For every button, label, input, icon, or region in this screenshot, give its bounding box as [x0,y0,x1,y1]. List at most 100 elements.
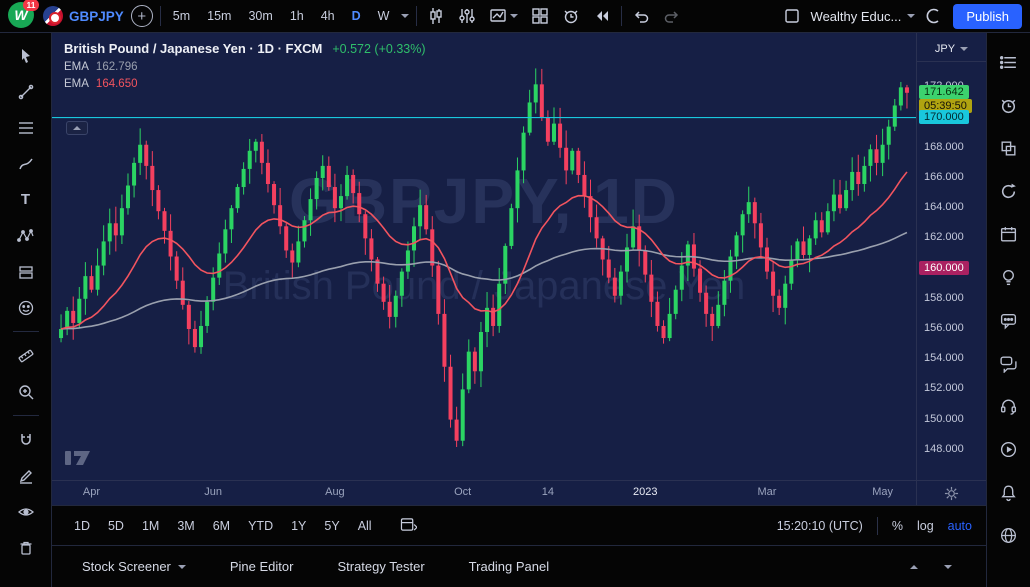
range-button[interactable]: 5D [100,515,132,537]
expand-panel-icon[interactable] [910,565,918,569]
candlestick-chart[interactable] [52,33,916,480]
percent-scale-button[interactable]: % [892,519,903,533]
time-tick: Oct [454,486,471,498]
range-button[interactable]: 1Y [283,515,314,537]
timeframe-button[interactable]: 30m [243,5,277,27]
layout-name-menu[interactable]: Wealthy Educ... [811,9,916,24]
separator [13,331,39,332]
xabcd-pattern-icon[interactable] [9,221,43,250]
indicator-value: 162.796 [96,61,138,73]
ruler-icon[interactable] [9,341,43,370]
notifications-bell-icon[interactable] [994,477,1024,507]
ideas-lightbulb-icon[interactable] [994,262,1024,292]
price-axis-currency[interactable]: JPY [917,43,986,62]
time-tick: Aug [325,486,345,498]
alerts-clock-icon[interactable] [994,90,1024,120]
indicator-row[interactable]: EMA 164.650 [64,78,426,90]
collapse-panel-icon[interactable] [944,565,952,569]
multichart-layout-icon[interactable] [528,5,552,27]
currency-text: JPY [935,43,955,55]
timeframe-button[interactable]: 1h [285,5,309,27]
range-button[interactable]: 1M [134,515,167,537]
chart-plot-area[interactable]: GBPJPY, 1D British Pound / Japanese Yen … [52,33,916,480]
brush-icon[interactable] [9,149,43,178]
separator [416,6,417,26]
time-axis[interactable]: AprJunAugOct142023MarMay [52,480,916,505]
tab-stock-screener[interactable]: Stock Screener [82,559,186,574]
auto-scale-button[interactable]: auto [948,519,972,533]
timeframes-chevron-down-icon[interactable] [401,14,409,18]
publish-button[interactable]: Publish [953,4,1022,29]
indicator-value: 164.650 [96,78,138,90]
save-layout-icon[interactable] [780,5,804,27]
timeframe-button[interactable]: 4h [316,5,340,27]
cursor-icon[interactable] [9,41,43,70]
chart-title[interactable]: British Pound / Japanese Yen · 1D · FXCM [64,41,322,56]
alert-icon[interactable] [559,5,583,27]
edit-drawing-icon[interactable] [9,461,43,490]
clock-utc[interactable]: 15:20:10 (UTC) [777,519,863,533]
price-tick: 148.000 [917,443,964,455]
separator [13,415,39,416]
log-scale-button[interactable]: log [917,519,934,533]
fib-retracement-icon[interactable] [9,113,43,142]
tab-pine-editor[interactable]: Pine Editor [230,559,294,574]
text-tool-icon[interactable]: T [9,185,43,214]
range-button[interactable]: All [350,515,380,537]
timeframe-button-active[interactable]: D [347,5,366,27]
calendar-icon[interactable] [994,219,1024,249]
compare-add-symbol-icon[interactable]: + [131,5,153,27]
range-button[interactable]: 1D [66,515,98,537]
rotate-refresh-icon[interactable] [994,176,1024,206]
long-short-position-icon[interactable] [9,257,43,286]
streams-play-icon[interactable] [994,434,1024,464]
gbpjpy-flag-icon [43,6,63,26]
tab-trading-panel[interactable]: Trading Panel [469,559,549,574]
redo-icon[interactable] [660,5,684,27]
support-headset-icon[interactable] [994,391,1024,421]
undo-icon[interactable] [629,5,653,27]
hide-drawings-eye-icon[interactable] [9,497,43,526]
emoji-icon[interactable] [9,293,43,322]
price-change: +0.572 (+0.33%) [332,42,425,56]
chat-icon[interactable] [994,305,1024,335]
chart-pane[interactable]: GBPJPY, 1D British Pound / Japanese Yen … [52,33,986,505]
scale-controls: 15:20:10 (UTC) % log auto [777,517,972,535]
timeframe-button[interactable]: W [373,5,395,27]
range-button[interactable]: 6M [205,515,238,537]
app-logo[interactable]: W 11 [8,2,36,30]
go-to-date-icon[interactable] [392,513,425,539]
separator [160,6,161,26]
axis-settings-corner[interactable] [916,480,986,505]
timeframe-button[interactable]: 5m [168,5,195,27]
zoom-icon[interactable] [9,377,43,406]
cloud-save-icon[interactable] [922,5,946,27]
object-tree-icon[interactable] [994,133,1024,163]
time-tick: 2023 [633,486,657,498]
price-tick: 158.000 [917,292,964,304]
conversations-icon[interactable] [994,348,1024,378]
symbol-search-button[interactable]: GBPJPY [43,6,124,26]
bar-replay-icon[interactable] [590,5,614,27]
indicator-row[interactable]: EMA 162.796 [64,61,426,73]
tab-strategy-tester[interactable]: Strategy Tester [337,559,424,574]
delete-drawings-trash-icon[interactable] [9,533,43,562]
range-button[interactable]: 5Y [316,515,347,537]
price-axis[interactable]: JPY 148.000150.000152.000154.000156.0001… [916,33,986,480]
range-button[interactable]: YTD [240,515,281,537]
magnet-icon[interactable] [9,425,43,454]
chevron-down-icon [960,47,968,51]
chart-style-candles-icon[interactable] [424,5,448,27]
timeframe-button[interactable]: 15m [202,5,236,27]
legend-collapse-button[interactable] [66,121,88,135]
trend-line-icon[interactable] [9,77,43,106]
price-tick: 168.000 [917,141,964,153]
globe-icon[interactable] [994,520,1024,550]
indicators-icon[interactable] [455,5,479,27]
time-tick: 14 [542,486,554,498]
indicator-templates-icon[interactable] [486,5,521,27]
watchlist-icon[interactable] [994,47,1024,77]
range-button[interactable]: 3M [169,515,202,537]
chevron-up-icon [73,126,81,130]
notification-count-badge: 11 [23,0,39,11]
